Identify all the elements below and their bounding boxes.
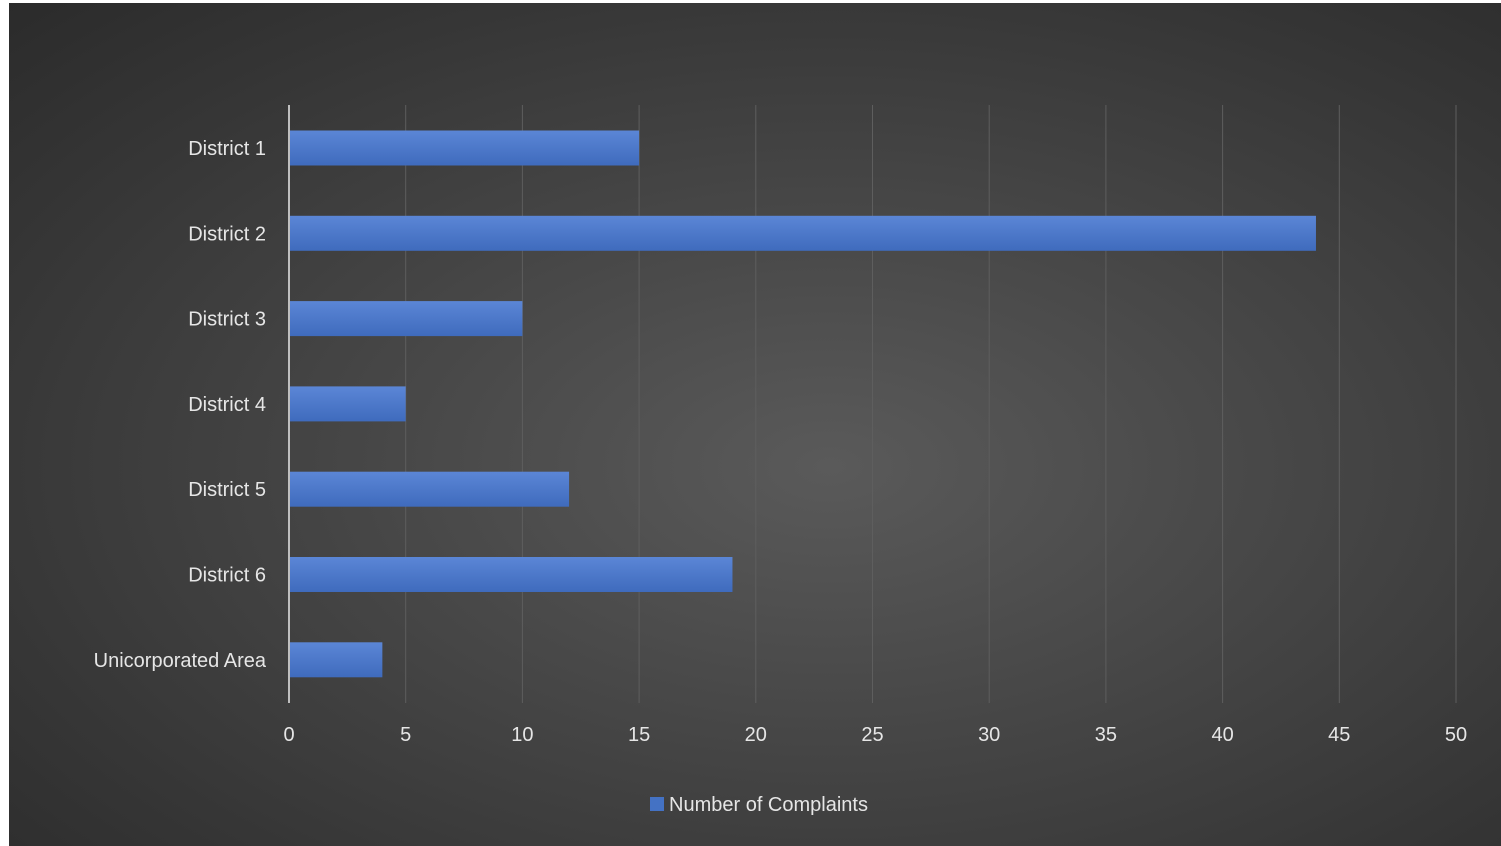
category-label: District 4 [188,394,266,416]
bars [289,130,1316,678]
x-tick-label: 30 [978,724,1000,746]
bar [289,301,523,337]
gridlines [405,105,1457,703]
category-label: District 2 [188,223,266,245]
bar [289,642,383,678]
bar-chart: 0 5 10 15 20 25 30 35 40 45 50 District 1 District 2… [94,105,1467,816]
x-tick-label: 10 [511,724,533,746]
x-tick-label: 50 [1445,724,1467,746]
x-tick-label: 20 [745,724,767,746]
bar [289,471,570,507]
category-label: District 3 [188,309,266,331]
x-tick-label: 40 [1211,724,1233,746]
bar [289,130,640,166]
category-label: District 5 [188,479,266,501]
x-tick-label: 15 [628,724,650,746]
legend-swatch [650,797,664,811]
category-label: District 6 [188,565,266,587]
x-tick-label: 45 [1328,724,1350,746]
x-tick-label: 25 [861,724,883,746]
bar [289,386,406,422]
x-tick-label: 5 [400,724,411,746]
legend: Number of Complaints [650,794,868,816]
bar [289,557,733,592]
category-label: District 1 [188,138,266,160]
bar [289,215,1316,251]
category-label: Unicorporated Area [94,650,267,672]
labels: 0 5 10 15 20 25 30 35 40 45 50 District 1 District 2… [94,138,1467,746]
legend-label: Number of Complaints [669,794,868,816]
x-tick-label: 0 [283,724,294,746]
chart-area: 0 5 10 15 20 25 30 35 40 45 50 District 1 District 2… [9,3,1501,846]
x-tick-label: 35 [1095,724,1117,746]
